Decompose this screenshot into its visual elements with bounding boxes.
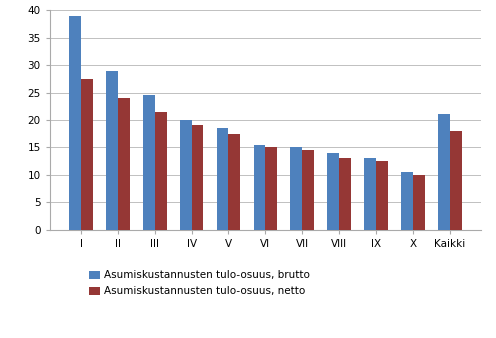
Bar [81, 79, 93, 230]
Bar [118, 98, 129, 230]
Bar [413, 175, 425, 230]
Bar [217, 128, 229, 230]
Bar [265, 147, 277, 230]
Bar [376, 161, 388, 230]
Bar [438, 115, 450, 230]
Bar [302, 150, 314, 230]
Bar [291, 147, 302, 230]
Bar [253, 145, 265, 230]
Bar [450, 131, 461, 230]
Bar [229, 134, 240, 230]
Legend: Asumiskustannusten tulo-osuus, brutto, Asumiskustannusten tulo-osuus, netto: Asumiskustannusten tulo-osuus, brutto, A… [89, 270, 310, 296]
Bar [180, 120, 191, 230]
Bar [69, 16, 81, 230]
Bar [327, 153, 339, 230]
Bar [339, 159, 351, 230]
Bar [143, 95, 155, 230]
Bar [401, 172, 413, 230]
Bar [364, 159, 376, 230]
Bar [191, 125, 203, 230]
Bar [155, 112, 167, 230]
Bar [106, 71, 118, 230]
